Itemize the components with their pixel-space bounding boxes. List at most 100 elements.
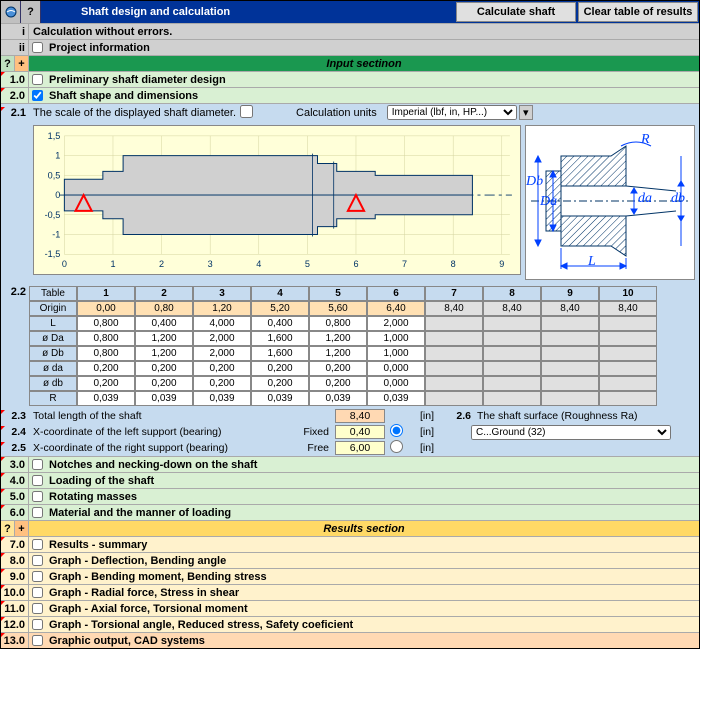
tbl-cell[interactable]: 0,039	[193, 391, 251, 406]
total-length-value: 8,40	[335, 409, 385, 423]
svg-text:4: 4	[256, 259, 261, 269]
row-checkbox[interactable]	[32, 635, 43, 646]
tbl-cell[interactable]: 1,200	[309, 346, 367, 361]
tbl-cell[interactable]: 0,000	[367, 361, 425, 376]
scale-checkbox[interactable]	[240, 105, 253, 118]
row-num: 2.3	[1, 410, 29, 422]
tbl-cell[interactable]: 0,200	[135, 376, 193, 391]
app-window: ? Shaft design and calculation Calculate…	[0, 0, 700, 649]
row-6-0[interactable]: 6.0Material and the manner of loading	[1, 504, 699, 520]
tbl-cell[interactable]: 1,600	[251, 346, 309, 361]
tbl-cell[interactable]: 0,039	[251, 391, 309, 406]
tbl-origin-cell: 5,60	[309, 301, 367, 316]
tbl-cell[interactable]: 0,200	[193, 361, 251, 376]
row-5-0[interactable]: 5.0Rotating masses	[1, 488, 699, 504]
row-4-0[interactable]: 4.0Loading of the shaft	[1, 472, 699, 488]
svg-text:1: 1	[110, 259, 115, 269]
tbl-cell[interactable]: 0,800	[309, 316, 367, 331]
expand-icon[interactable]: +	[15, 56, 29, 71]
units-select[interactable]: Imperial (lbf, in, HP...)	[387, 105, 517, 120]
svg-text:-1: -1	[52, 230, 60, 240]
row-checkbox[interactable]	[32, 459, 43, 470]
tbl-cell[interactable]: 0,200	[251, 376, 309, 391]
row-8-0[interactable]: 8.0Graph - Deflection, Bending angle	[1, 552, 699, 568]
tbl-cell	[483, 391, 541, 406]
tbl-cell[interactable]: 1,600	[251, 331, 309, 346]
project-info-checkbox[interactable]	[32, 42, 43, 53]
tbl-cell[interactable]: 4,000	[193, 316, 251, 331]
roughness-select[interactable]: C...Ground (32)	[471, 425, 671, 440]
row-10-0[interactable]: 10.0Graph - Radial force, Stress in shea…	[1, 584, 699, 600]
row-checkbox[interactable]	[32, 619, 43, 630]
row-checkbox[interactable]	[32, 74, 43, 85]
app-icon[interactable]	[1, 1, 21, 23]
tbl-cell	[541, 346, 599, 361]
row-11-0[interactable]: 11.0Graph - Axial force, Torsional momen…	[1, 600, 699, 616]
help-icon[interactable]: ?	[1, 521, 15, 536]
help-icon[interactable]: ?	[21, 1, 41, 23]
row-checkbox[interactable]	[32, 475, 43, 486]
tbl-cell[interactable]: 0,200	[77, 361, 135, 376]
chart-zone: 1,510,5 0-0,5-1-1,5 012 345 6789	[1, 121, 699, 284]
row-checkbox[interactable]	[32, 555, 43, 566]
tbl-cell	[541, 391, 599, 406]
calculate-button[interactable]: Calculate shaft	[456, 2, 576, 22]
tbl-cell[interactable]: 0,039	[77, 391, 135, 406]
tbl-cell[interactable]: 0,039	[135, 391, 193, 406]
tbl-cell[interactable]: 0,800	[77, 316, 135, 331]
tbl-cell[interactable]: 1,000	[367, 346, 425, 361]
right-support-radio[interactable]	[390, 440, 403, 453]
section-title: Input sectinon	[29, 56, 699, 71]
tbl-origin-cell: 8,40	[599, 301, 657, 316]
left-support-radio[interactable]	[390, 424, 403, 437]
tbl-cell[interactable]: 2,000	[193, 331, 251, 346]
row-9-0[interactable]: 9.0Graph - Bending moment, Bending stres…	[1, 568, 699, 584]
tbl-cell[interactable]: 0,039	[309, 391, 367, 406]
row-3-0[interactable]: 3.0Notches and necking-down on the shaft	[1, 456, 699, 472]
tbl-cell[interactable]: 1,200	[135, 331, 193, 346]
row-num: i	[1, 24, 29, 39]
tbl-cell[interactable]: 1,000	[367, 331, 425, 346]
tbl-cell[interactable]: 0,200	[251, 361, 309, 376]
expand-icon[interactable]: +	[15, 521, 29, 536]
tbl-cell	[599, 361, 657, 376]
tbl-cell[interactable]: 0,000	[367, 376, 425, 391]
row-2-0[interactable]: 2.0 Shaft shape and dimensions	[1, 87, 699, 103]
tbl-cell[interactable]: 0,200	[309, 361, 367, 376]
tbl-cell[interactable]: 0,200	[77, 376, 135, 391]
tbl-cell[interactable]: 0,039	[367, 391, 425, 406]
tbl-cell[interactable]: 2,000	[367, 316, 425, 331]
row-checkbox[interactable]	[32, 507, 43, 518]
right-support-value[interactable]: 6,00	[335, 441, 385, 455]
tbl-cell[interactable]: 1,200	[135, 346, 193, 361]
tbl-cell[interactable]: 0,400	[251, 316, 309, 331]
tbl-cell[interactable]: 0,200	[309, 376, 367, 391]
row-checkbox[interactable]	[32, 571, 43, 582]
help-icon[interactable]: ?	[1, 56, 15, 71]
row-num: ii	[1, 40, 29, 55]
tbl-cell[interactable]: 0,400	[135, 316, 193, 331]
row-checkbox[interactable]	[32, 603, 43, 614]
row-13-0[interactable]: 13.0Graphic output, CAD systems	[1, 632, 699, 648]
tbl-cell[interactable]: 0,200	[135, 361, 193, 376]
row-1-0[interactable]: 1.0 Preliminary shaft diameter design	[1, 71, 699, 87]
row-checkbox[interactable]	[32, 90, 43, 101]
left-support-value[interactable]: 0,40	[335, 425, 385, 439]
dropdown-extra-icon[interactable]: ▾	[519, 105, 533, 120]
left-support-label: X-coordinate of the left support (bearin…	[29, 426, 289, 438]
row-7-0[interactable]: 7.0Results - summary	[1, 536, 699, 552]
tbl-cell[interactable]: 0,800	[77, 346, 135, 361]
row-checkbox[interactable]	[32, 491, 43, 502]
tbl-cell[interactable]: 1,200	[309, 331, 367, 346]
tbl-cell[interactable]: 2,000	[193, 346, 251, 361]
row-num: 1.0	[1, 72, 29, 87]
input-section-header: ? + Input sectinon	[1, 55, 699, 71]
tbl-cell[interactable]: 0,200	[193, 376, 251, 391]
tbl-col-header: 1	[77, 286, 135, 301]
tbl-cell[interactable]: 0,800	[77, 331, 135, 346]
row-checkbox[interactable]	[32, 539, 43, 550]
row-checkbox[interactable]	[32, 587, 43, 598]
clear-button[interactable]: Clear table of results	[578, 2, 698, 22]
row-12-0[interactable]: 12.0Graph - Torsional angle, Reduced str…	[1, 616, 699, 632]
tbl-cell	[599, 376, 657, 391]
